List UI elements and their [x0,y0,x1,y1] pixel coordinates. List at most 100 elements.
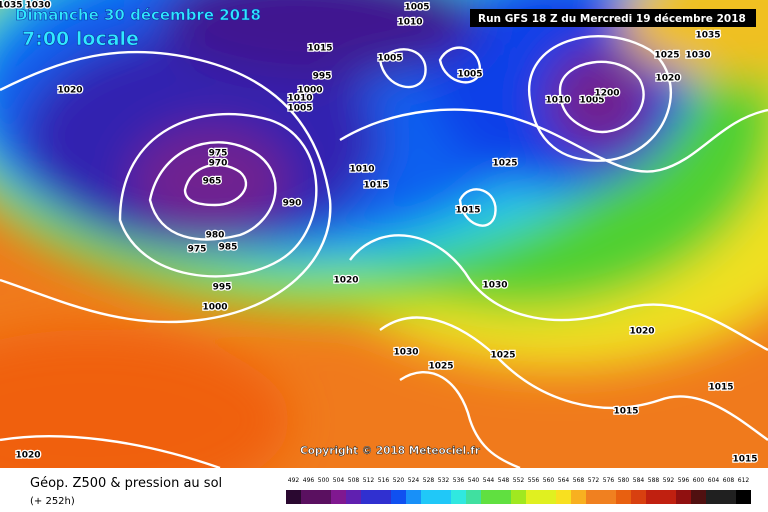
isobar-label: 1010 [397,18,422,28]
scale-label: 496 [303,477,315,484]
scale-swatch [451,490,466,504]
isobar-label: 980 [206,231,225,241]
scale-label: 580 [618,477,630,484]
copyright: Copyright © 2018 Meteociel.fr [300,445,481,457]
scale-label: 612 [738,477,750,484]
scale-label: 520 [393,477,405,484]
scale-label: 576 [603,477,615,484]
scale-label: 492 [288,477,300,484]
scale-swatch [661,490,676,504]
scale-swatch [526,490,541,504]
scale-label: 592 [663,477,675,484]
isobar-label: 1020 [629,327,654,337]
isobar-label: 1010 [287,94,312,104]
isobar-label: 995 [313,72,332,82]
isobar-label: 1025 [654,51,679,61]
isobar-label: 1005 [579,96,604,106]
isobar-label: 1030 [393,348,418,358]
isobar-label: 1010 [545,96,570,106]
scale-swatch [721,490,736,504]
scale-label: 500 [318,477,330,484]
isobar-label: 1035 [0,1,23,11]
scale-label: 572 [588,477,600,484]
isobar-label: 1025 [428,362,453,372]
scale-label: 512 [363,477,375,484]
isobar-label: 1000 [202,303,227,313]
scale-label: 508 [348,477,360,484]
scale-label: 524 [408,477,420,484]
legend-lead: (+ 252h) [30,496,75,507]
scale-label: 600 [693,477,705,484]
scale-swatch [706,490,721,504]
isobar-label: 1015 [708,383,733,393]
isobar-label: 975 [209,149,228,159]
scale-label: 528 [423,477,435,484]
isobar-label: 975 [188,245,207,255]
isobar-label: 1020 [15,451,40,461]
scale-swatch [646,490,661,504]
scale-label: 564 [558,477,570,484]
scale-label: 532 [438,477,450,484]
scale-label: 608 [723,477,735,484]
isobar-label: 1005 [287,104,312,114]
scale-label: 596 [678,477,690,484]
scale-swatch [286,490,301,504]
time: 7:00 locale [22,28,139,50]
isobar-label: 995 [213,283,232,293]
color-scale: 492 496 500 504 508 512 516 520 524 528 532 536 540 5… [286,477,751,504]
isobar-label: 1015 [307,44,332,54]
scale-swatch [436,490,451,504]
scale-swatch [631,490,646,504]
scale-label: 556 [528,477,540,484]
isobar-label: 1200 [594,89,619,99]
isobar-label: 1005 [404,3,429,13]
isobar-label: 1010 [349,165,374,175]
scale-label: 540 [468,477,480,484]
scale-swatch [586,490,601,504]
scale-swatch [556,490,571,504]
scale-swatch [421,490,436,504]
scale-swatch [301,490,316,504]
isobar-label: 1005 [457,70,482,80]
isobar-label: 1005 [377,54,402,64]
scale-swatch [736,490,751,504]
legend-title: Géop. Z500 & pression au sol [30,476,222,491]
isobar-label: 1015 [732,455,757,465]
isobar-label: 1030 [482,281,507,291]
scale-label: 536 [453,477,465,484]
run: Run GFS 18 Z du Mercredi 19 décembre 201… [478,13,746,25]
scale-label: 584 [633,477,645,484]
scale-label: 548 [498,477,510,484]
scale-label: 552 [513,477,525,484]
run-box [470,9,756,27]
scale-label: 560 [543,477,555,484]
date: Dimanche 30 décembre 2018 [15,6,261,24]
scale-swatch [676,490,691,504]
isobar-label: 990 [283,199,302,209]
isobar-label: 1020 [333,276,358,286]
isobar-label: 1015 [613,407,638,417]
isobar-label: 1015 [455,206,480,216]
scale-swatch [601,490,616,504]
isobar-label: 1020 [655,74,680,84]
scale-swatch [616,490,631,504]
isobar-label: 985 [219,243,238,253]
scale-label: 568 [573,477,585,484]
isobar-label: 1020 [57,86,82,96]
scale-label: 516 [378,477,390,484]
scale-swatch [691,490,706,504]
scale-swatch [541,490,556,504]
scale-swatch [496,490,511,504]
scale-swatch [406,490,421,504]
scale-swatch [571,490,586,504]
scale-swatch [511,490,526,504]
isobar-label: 1025 [492,159,517,169]
scale-label: 544 [483,477,495,484]
scale-swatch [361,490,376,504]
scale-swatch [481,490,496,504]
scale-swatch [346,490,361,504]
scale-swatch [466,490,481,504]
isobar-label: 965 [203,177,222,187]
scale-swatch [316,490,331,504]
